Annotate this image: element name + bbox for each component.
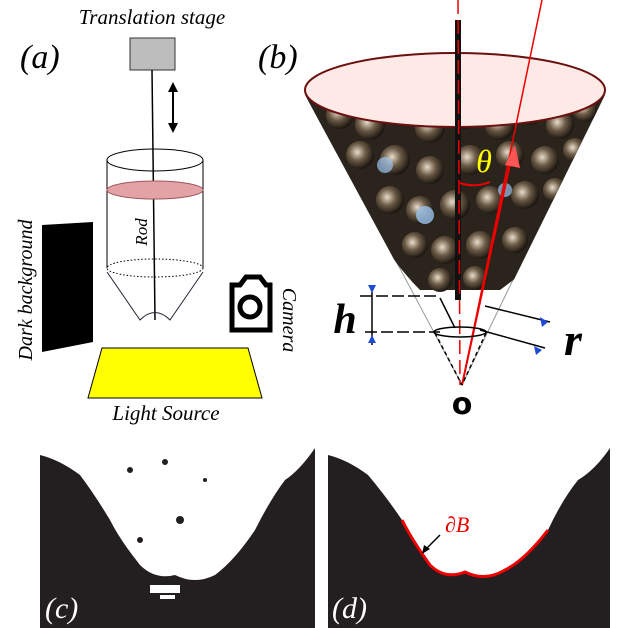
figure: (a) Translation stage Rod Dark backgroun… bbox=[0, 0, 622, 628]
cylinder-top bbox=[107, 149, 203, 171]
angle-label: θ bbox=[476, 143, 492, 179]
height-label: h bbox=[333, 297, 356, 343]
origin-label: o bbox=[452, 387, 473, 422]
panel-b: (b) θ h r o bbox=[258, 0, 605, 422]
arrow-head bbox=[168, 123, 178, 133]
rod-label: Rod bbox=[132, 218, 151, 247]
dark-background bbox=[42, 222, 93, 352]
arrow-head bbox=[368, 335, 376, 343]
panel-label: (c) bbox=[45, 592, 78, 625]
arrow-head bbox=[368, 285, 376, 293]
panel-label: (b) bbox=[258, 39, 298, 76]
panel-label: (d) bbox=[332, 592, 367, 625]
panel-d: ∂B (d) bbox=[328, 430, 610, 628]
panel-c: (c) bbox=[40, 430, 315, 628]
background-label: Dark background bbox=[15, 219, 37, 362]
arrow-head bbox=[540, 317, 548, 327]
camera-label: Camera bbox=[278, 288, 300, 352]
light-label: Light Source bbox=[111, 401, 219, 425]
light-source bbox=[88, 348, 262, 398]
panel-label: (a) bbox=[20, 39, 60, 76]
camera-icon bbox=[232, 277, 270, 330]
fill-level bbox=[107, 181, 203, 199]
stage bbox=[130, 38, 175, 70]
boundary-label: ∂B bbox=[445, 512, 469, 537]
arrow-head bbox=[168, 82, 178, 92]
radius-label: r bbox=[564, 314, 583, 365]
stage-label: Translation stage bbox=[79, 5, 225, 29]
